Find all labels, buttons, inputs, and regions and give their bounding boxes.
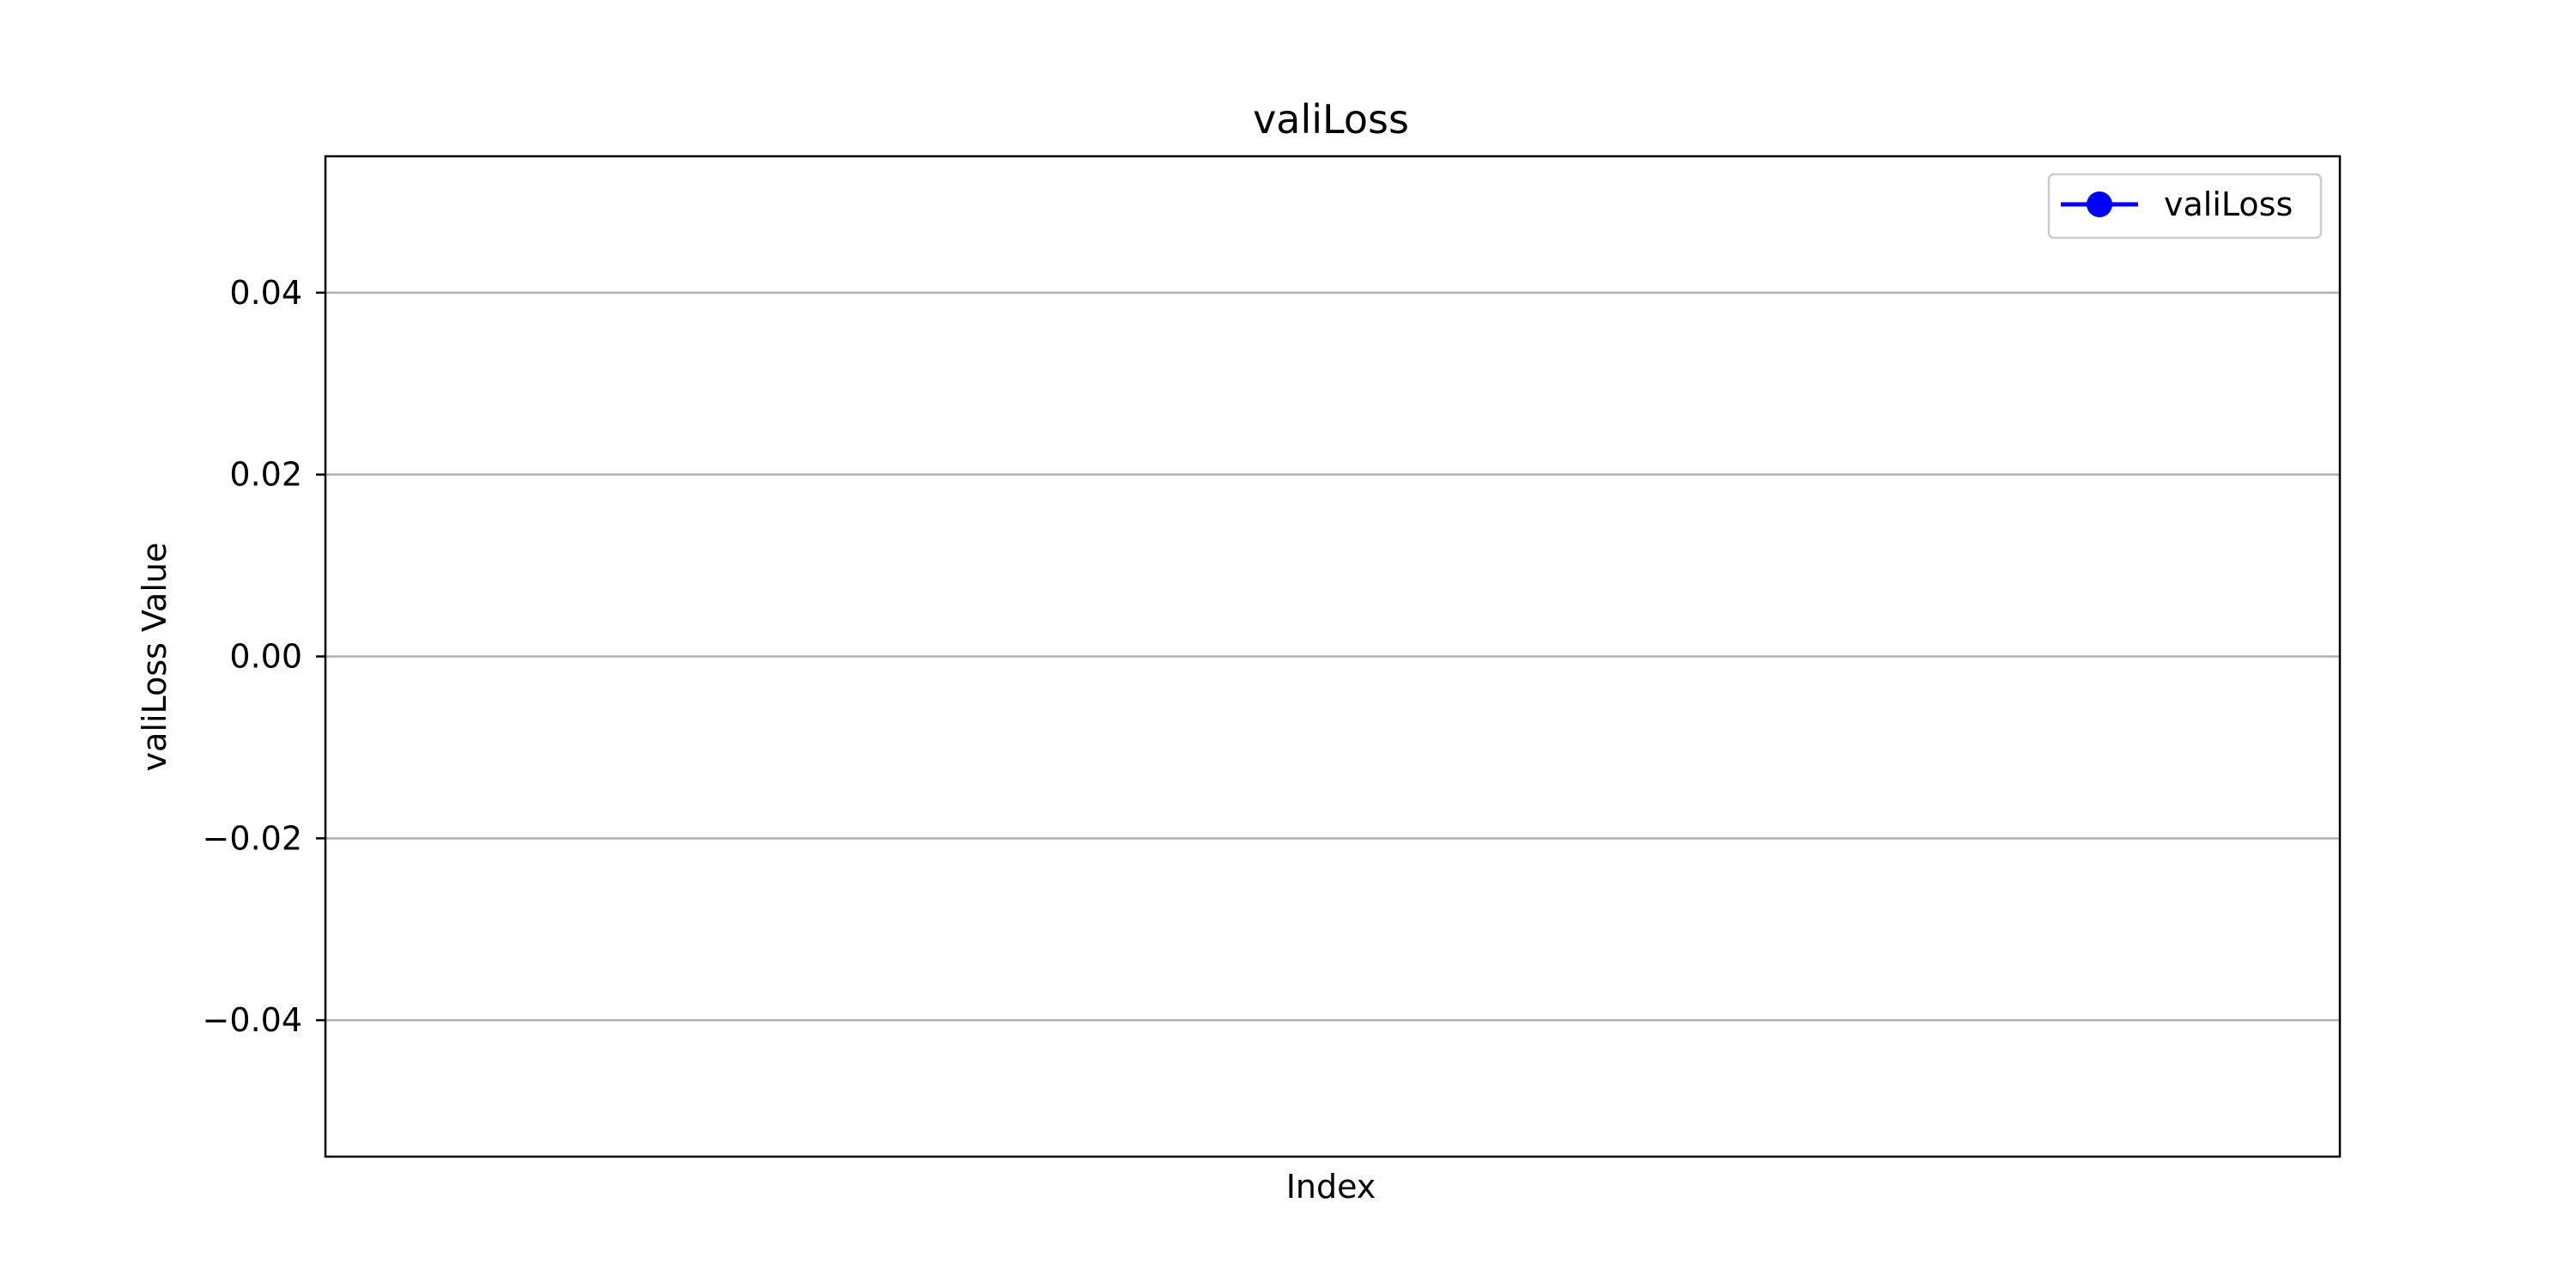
legend-box	[2047, 173, 2323, 240]
y-tick-label: 0.00	[229, 638, 302, 676]
y-tick-label: −0.04	[203, 1001, 302, 1039]
y-tick-label: 0.02	[229, 456, 302, 494]
y-tick-label: −0.02	[203, 819, 302, 857]
legend-label: valiLoss	[2164, 185, 2293, 223]
x-axis-label: Index	[1286, 1168, 1376, 1206]
y-axis-label: valiLoss Value	[136, 543, 173, 772]
y-tick-label: 0.04	[229, 274, 302, 312]
legend: valiLoss	[2047, 173, 2323, 240]
y-axis-ticks: 0.04 0.02 0.00 −0.02 −0.04	[203, 274, 325, 1039]
chart-title: valiLoss	[1253, 96, 1409, 143]
grid-lines	[325, 291, 2340, 1022]
legend-marker-swatch	[2087, 191, 2112, 217]
